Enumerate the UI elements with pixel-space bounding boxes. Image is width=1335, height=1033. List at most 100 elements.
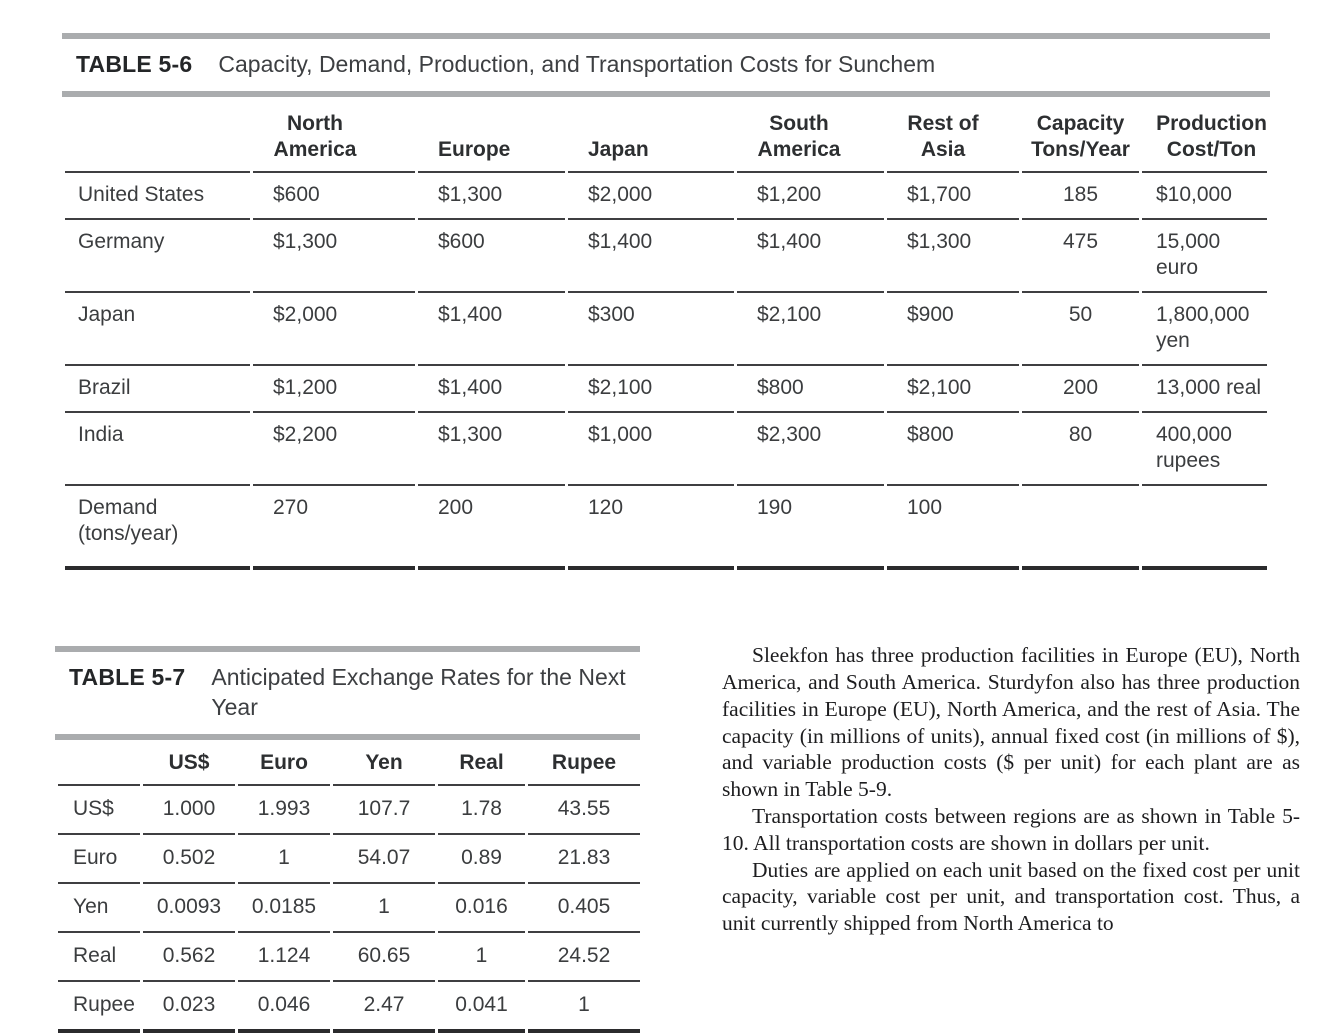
table-5-7-title: Anticipated Exchange Rates for the Next … — [211, 664, 626, 721]
paragraph: Sleekfon has three production facilities… — [722, 643, 1300, 802]
data-cell: $1,300 — [418, 173, 565, 221]
column-header-blank — [65, 97, 250, 174]
column-header-real: Real — [438, 740, 525, 786]
data-cell: $1,400 — [737, 220, 884, 294]
row-label: Yen — [58, 884, 140, 933]
table-row: Japan $2,000 $1,400 $300 $2,100 $900 50 … — [65, 293, 1267, 367]
data-cell: $1,000 — [568, 413, 734, 487]
table-5-6-title: Capacity, Demand, Production, and Transp… — [218, 51, 936, 77]
column-header-rest-of-asia: Rest of Asia — [887, 97, 1019, 174]
column-header-north-america: North America — [253, 97, 415, 174]
row-label: United States — [65, 173, 250, 221]
table-5-6-block: TABLE 5-6 Capacity, Demand, Production, … — [62, 33, 1270, 571]
data-cell: 1 — [528, 982, 640, 1033]
data-cell: $2,100 — [887, 366, 1019, 414]
column-header-capacity: Capacity Tons/Year — [1022, 97, 1139, 174]
data-cell: 21.83 — [528, 835, 640, 884]
data-cell: 1 — [438, 933, 525, 982]
table-5-6: North America Europe Japan South America… — [62, 97, 1270, 571]
data-cell: $1,300 — [418, 413, 565, 487]
data-cell: 190 — [737, 486, 884, 571]
paragraph: Transportation costs between regions are… — [722, 804, 1300, 855]
table-row: India $2,200 $1,300 $1,000 $2,300 $800 8… — [65, 413, 1267, 487]
data-cell: $1,700 — [887, 173, 1019, 221]
data-cell: 0.562 — [143, 933, 235, 982]
column-header-japan: Japan — [568, 97, 734, 174]
data-cell: 1.000 — [143, 786, 235, 835]
column-header-rupee: Rupee — [528, 740, 640, 786]
data-cell: $1,300 — [887, 220, 1019, 294]
data-cell: 43.55 — [528, 786, 640, 835]
data-cell — [1142, 486, 1267, 571]
data-cell: 120 — [568, 486, 734, 571]
data-cell: 0.046 — [238, 982, 330, 1033]
row-label: Demand (tons/year) — [65, 486, 250, 571]
column-header-blank — [58, 740, 140, 786]
data-cell: 200 — [418, 486, 565, 571]
row-label: Japan — [65, 293, 250, 367]
data-cell: 0.023 — [143, 982, 235, 1033]
table-row: US$ 1.000 1.993 107.7 1.78 43.55 — [58, 786, 640, 835]
data-cell: 1 — [333, 884, 435, 933]
data-cell: 1 — [238, 835, 330, 884]
column-header-south-america: South America — [737, 97, 884, 174]
table-row: United States $600 $1,300 $2,000 $1,200 … — [65, 173, 1267, 221]
table-row: Yen 0.0093 0.0185 1 0.016 0.405 — [58, 884, 640, 933]
row-label: Real — [58, 933, 140, 982]
row-label: Rupee — [58, 982, 140, 1033]
table-row: Euro 0.502 1 54.07 0.89 21.83 — [58, 835, 640, 884]
data-cell: 54.07 — [333, 835, 435, 884]
data-cell: $900 — [887, 293, 1019, 367]
data-cell: $1,200 — [253, 366, 415, 414]
table-5-6-label: TABLE 5-6 — [76, 51, 193, 77]
data-cell: 2.47 — [333, 982, 435, 1033]
data-cell: 1.78 — [438, 786, 525, 835]
table-5-6-header-row: North America Europe Japan South America… — [65, 97, 1267, 174]
data-cell: $1,400 — [418, 293, 565, 367]
body-text-column: Sleekfon has three production facilities… — [722, 642, 1300, 936]
data-cell: $1,400 — [418, 366, 565, 414]
table-row: Brazil $1,200 $1,400 $2,100 $800 $2,100 … — [65, 366, 1267, 414]
table-5-7-header-row: US$ Euro Yen Real Rupee — [58, 740, 640, 786]
data-cell: $2,000 — [568, 173, 734, 221]
column-header-europe: Europe — [418, 97, 565, 174]
data-cell: 0.0093 — [143, 884, 235, 933]
data-cell: 200 — [1022, 366, 1139, 414]
data-cell: $2,100 — [568, 366, 734, 414]
data-cell: $1,400 — [568, 220, 734, 294]
data-cell: $600 — [253, 173, 415, 221]
row-label: Euro — [58, 835, 140, 884]
data-cell: 0.016 — [438, 884, 525, 933]
data-cell: 0.0185 — [238, 884, 330, 933]
data-cell: 185 — [1022, 173, 1139, 221]
data-cell: $300 — [568, 293, 734, 367]
data-cell: $800 — [887, 413, 1019, 487]
table-row: Real 0.562 1.124 60.65 1 24.52 — [58, 933, 640, 982]
row-label: Brazil — [65, 366, 250, 414]
data-cell: 80 — [1022, 413, 1139, 487]
data-cell: 60.65 — [333, 933, 435, 982]
column-header-yen: Yen — [333, 740, 435, 786]
table-5-7-caption: TABLE 5-7 Anticipated Exchange Rates for… — [55, 652, 640, 734]
data-cell: 50 — [1022, 293, 1139, 367]
data-cell: $2,100 — [737, 293, 884, 367]
table-top-rule — [55, 646, 640, 653]
table-row: Germany $1,300 $600 $1,400 $1,400 $1,300… — [65, 220, 1267, 294]
table-5-7: US$ Euro Yen Real Rupee US$ 1.000 1.993 … — [55, 740, 643, 1033]
column-header-euro: Euro — [238, 740, 330, 786]
data-cell: 24.52 — [528, 933, 640, 982]
data-cell: 1.124 — [238, 933, 330, 982]
data-cell: $600 — [418, 220, 565, 294]
data-cell: $1,300 — [253, 220, 415, 294]
column-header-production-cost: Production Cost/Ton — [1142, 97, 1267, 174]
paragraph: Duties are applied on each unit based on… — [722, 857, 1300, 936]
data-cell: $2,300 — [737, 413, 884, 487]
data-cell: $800 — [737, 366, 884, 414]
table-caption-rule — [55, 734, 640, 741]
table-row-demand: Demand (tons/year) 270 200 120 190 100 — [65, 486, 1267, 571]
data-cell: 100 — [887, 486, 1019, 571]
table-5-7-block: TABLE 5-7 Anticipated Exchange Rates for… — [55, 646, 640, 1033]
row-label: US$ — [58, 786, 140, 835]
data-cell: $10,000 — [1142, 173, 1267, 221]
lower-section: TABLE 5-7 Anticipated Exchange Rates for… — [55, 643, 1335, 1033]
